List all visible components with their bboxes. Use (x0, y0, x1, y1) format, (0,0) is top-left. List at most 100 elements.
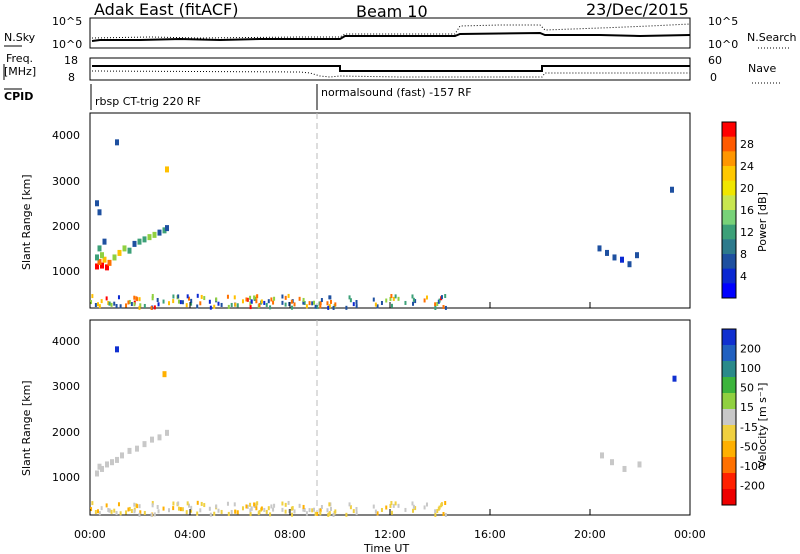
velocity-near-range-cell (293, 509, 296, 514)
power-near-range-cell (314, 304, 317, 309)
velocity-ytick-2000: 2000 (52, 426, 80, 439)
velocity-near-range-cell (138, 504, 141, 509)
velocity-near-range-cell (269, 512, 272, 517)
velocity-near-range-cell (185, 510, 188, 515)
power-near-range-cell (316, 304, 319, 309)
power-data-cell (102, 256, 107, 263)
velocity-near-range-cell (298, 503, 301, 508)
velocity-near-range-cell (414, 506, 417, 511)
velocity-near-range-cell (105, 503, 108, 508)
power-ytick-4000: 4000 (52, 129, 80, 142)
power-near-range-cell (394, 294, 397, 299)
power-colorbar-swatch (722, 239, 736, 255)
power-near-range-cell (270, 297, 273, 302)
velocity-near-range-cell (181, 507, 184, 512)
velocity-near-range-cell (311, 508, 314, 513)
velocity-near-range-cell (332, 512, 335, 517)
power-near-range-cell (442, 304, 445, 309)
velocity-near-range-cell (241, 506, 244, 511)
power-near-range-cell (143, 303, 146, 308)
power-near-range-cell (411, 294, 414, 299)
velocity-near-range-cell (188, 503, 191, 508)
velocity-near-range-cell (348, 502, 351, 507)
power-near-range-cell (423, 298, 426, 303)
power-near-range-cell (227, 304, 230, 309)
power-near-range-cell (208, 299, 211, 304)
velocity-data-cell (150, 436, 154, 443)
velocity-near-range-cell (190, 505, 193, 510)
velocity-near-range-cell (385, 505, 388, 510)
power-near-range-cell (311, 301, 314, 306)
power-colorbar-swatch (722, 254, 736, 270)
velocity-data-cell (115, 456, 119, 463)
noise-left-tick-low: 10^0 (52, 38, 82, 51)
power-data-cell (95, 200, 99, 207)
velocity-near-range-cell (246, 504, 249, 509)
velocity-near-range-cell (412, 504, 415, 509)
velocity-near-range-cell (267, 506, 270, 511)
velocity-colorbar-swatch (722, 409, 736, 426)
velocity-colorbar-swatch (722, 345, 736, 362)
velocity-near-range-cell (98, 511, 101, 516)
velocity-near-range-cell (150, 512, 153, 517)
velocity-near-range-cell (249, 508, 252, 513)
velocity-near-range-cell (107, 507, 110, 512)
power-near-range-cell (355, 300, 358, 305)
velocity-near-range-cell (442, 511, 445, 516)
velocity-near-range-cell (316, 511, 319, 516)
power-data-cell (122, 245, 127, 252)
velocity-near-range-cell (255, 506, 258, 511)
power-near-range-cell (188, 296, 191, 301)
power-near-range-cell (328, 304, 331, 309)
power-near-range-cell (334, 302, 337, 307)
freq-trace (92, 65, 690, 72)
power-near-range-cell (153, 305, 156, 310)
power-data-cell (115, 139, 119, 146)
velocity-near-range-cell (125, 510, 128, 515)
power-colorbar-swatch (722, 180, 736, 196)
velocity-near-range-cell (263, 507, 266, 512)
velocity-near-range-cell (138, 512, 141, 517)
noise-left-label: N.Sky (4, 31, 36, 44)
power-near-range-cell (444, 305, 447, 310)
power-near-range-cell (136, 297, 139, 302)
velocity-near-range-cell (253, 502, 256, 507)
velocity-near-range-cell (436, 509, 439, 514)
power-near-range-cell (385, 298, 388, 303)
power-data-cell (142, 236, 147, 243)
power-data-cell (97, 209, 102, 216)
velocity-near-range-cell (287, 500, 290, 505)
power-colorbar-tick: 20 (740, 182, 754, 195)
velocity-near-range-cell (250, 506, 253, 511)
power-near-range-cell (190, 298, 193, 303)
velocity-near-range-cell (186, 501, 189, 506)
velocity-colorbar-tick: -200 (740, 479, 765, 492)
power-near-range-cell (444, 294, 447, 299)
power-near-range-cell (291, 305, 294, 310)
velocity-near-range-cell (179, 507, 182, 512)
power-near-range-cell (329, 299, 332, 304)
x-tick-label: 20:00 (574, 528, 606, 541)
power-near-range-cell (241, 299, 244, 304)
power-near-range-cell (345, 305, 348, 310)
velocity-near-range-cell (380, 507, 383, 512)
velocity-colorbar-tick: 100 (740, 362, 761, 375)
power-near-range-cell (217, 301, 220, 306)
velocity-near-range-cell (404, 507, 407, 512)
velocity-near-range-cell (258, 509, 261, 514)
power-colorbar-swatch (722, 283, 736, 299)
power-data-cell (105, 264, 109, 271)
power-near-range-cell (100, 299, 103, 304)
power-near-range-cell (281, 294, 284, 299)
velocity-near-range-cell (236, 510, 239, 515)
velocity-colorbar-swatch (722, 425, 736, 442)
velocity-near-range-cell (90, 507, 93, 512)
power-near-range-cell (250, 299, 253, 304)
nave-trace (91, 70, 690, 78)
freq-right-tick-high: 60 (708, 54, 722, 67)
noise-left-tick-high: 10^5 (52, 15, 82, 28)
noise-sky-trace (91, 31, 691, 42)
x-tick-label: 00:00 (74, 528, 106, 541)
power-near-range-cell (150, 305, 153, 310)
velocity-near-range-cell (305, 511, 308, 516)
